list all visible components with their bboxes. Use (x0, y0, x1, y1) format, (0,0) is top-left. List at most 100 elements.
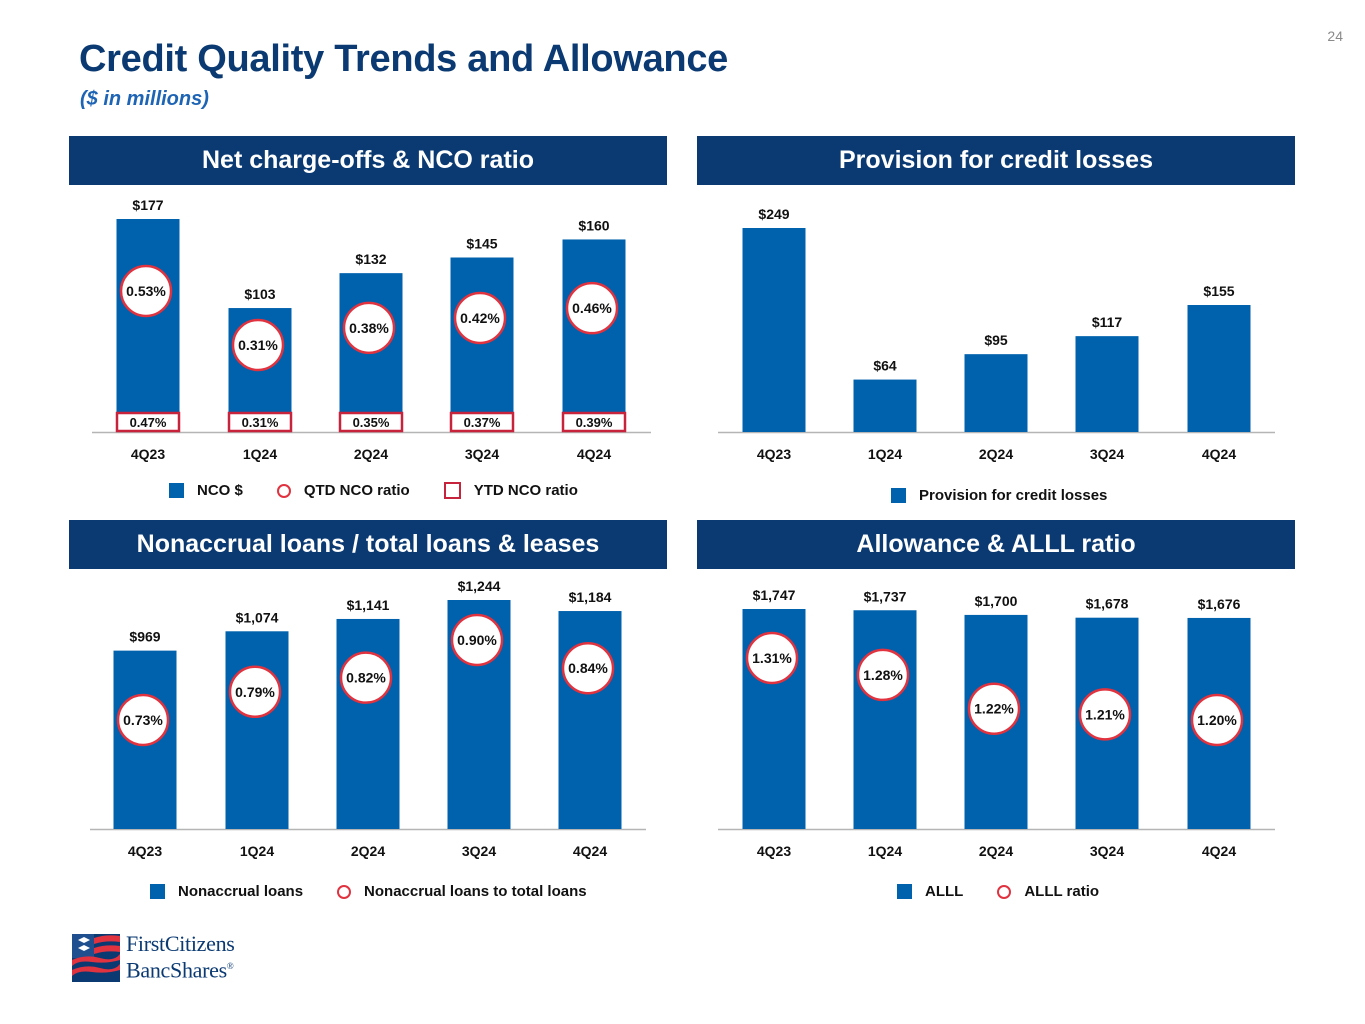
allow-ratio-circle (1078, 688, 1132, 741)
allow-ratio-label: 1.20% (1197, 712, 1237, 728)
prov-category-label: 3Q24 (1090, 446, 1124, 462)
allow-category-label: 1Q24 (868, 843, 902, 859)
nco-bar-value-label: $160 (578, 217, 609, 233)
nco-ytd-label: 0.31% (242, 415, 279, 430)
bar-swatch-icon (169, 483, 184, 498)
nco-ytd-box (338, 411, 404, 433)
nco-bar-4q23 (116, 219, 180, 432)
nonacc-ratio-label: 0.82% (346, 670, 386, 686)
prov-bar-value-label: $249 (758, 206, 789, 222)
logo-line-2: BancShares® (126, 955, 235, 983)
nco-ytd-label: 0.47% (130, 415, 167, 430)
legend-label: ALLL (925, 883, 964, 900)
nco-ytd-box (449, 411, 515, 433)
logo-line-2-text: BancShares (126, 957, 227, 983)
allow-bar-value-label: $1,678 (1086, 596, 1129, 612)
allow-category-label: 3Q24 (1090, 843, 1124, 859)
legend-item-ytd-nco-ratio: YTD NCO ratio (443, 482, 578, 499)
nco-ytd-label: 0.35% (353, 415, 390, 430)
legend-label: Nonaccrual loans (178, 883, 304, 900)
allow-bar-value-label: $1,737 (864, 588, 907, 604)
company-logo: FirstCitizens BancShares® (70, 930, 235, 984)
legend-item-nonaccrual-loans: Nonaccrual loans (150, 883, 303, 900)
nco-panel-header: Net charge-offs & NCO ratio (69, 136, 667, 185)
prov-bar-value-label: $95 (984, 332, 1008, 348)
nonacc-bar-value-label: $1,074 (236, 609, 279, 625)
nco-ytd-label: 0.39% (576, 415, 613, 430)
prov-category-label: 4Q24 (1202, 446, 1236, 462)
nco-ratio-label: 0.46% (572, 300, 612, 316)
allow-ratio-label: 1.22% (974, 701, 1014, 717)
prov-category-label: 4Q23 (757, 446, 791, 462)
nonacc-ratio-label: 0.79% (235, 684, 275, 700)
prov-bar-3q24 (1075, 336, 1139, 432)
prov-bar-value-label: $155 (1203, 283, 1234, 299)
nco-ratio-circle (119, 264, 173, 318)
legend-item-alll: ALLL (897, 883, 963, 900)
allow-bar-value-label: $1,747 (753, 587, 796, 603)
allow-ratio-circle (745, 631, 799, 685)
legend-label: YTD NCO ratio (473, 482, 578, 499)
nco-ratio-label: 0.53% (126, 283, 166, 299)
legend-item-nonaccrual-ratio: Nonaccrual loans to total loans (337, 883, 587, 900)
nco-ratio-circle (453, 291, 507, 345)
nco-category-label: 3Q24 (465, 446, 499, 462)
nonacc-ratio-circle (450, 613, 504, 667)
nonacc-category-label: 2Q24 (351, 843, 385, 859)
allow-bar-1q24 (853, 610, 917, 829)
prov-bar-2q24 (964, 354, 1028, 432)
prov-bar-1q24 (853, 379, 917, 432)
prov-bar-value-label: $117 (1092, 314, 1123, 330)
logo-wordmark: FirstCitizens BancShares® (126, 932, 235, 981)
allow-bar-value-label: $1,676 (1198, 596, 1241, 612)
prov-bar-4q23 (742, 228, 806, 432)
provision-panel-header: Provision for credit losses (697, 136, 1295, 185)
provision-legend: Provision for credit losses (891, 487, 1107, 504)
allow-ratio-label: 1.28% (863, 667, 903, 683)
allow-category-label: 4Q24 (1202, 843, 1236, 859)
nco-legend: NCO $ QTD NCO ratio YTD NCO ratio (169, 482, 578, 499)
prov-bar-value-label: $64 (873, 358, 897, 374)
registered-mark: ® (226, 961, 234, 972)
nco-bar-value-label: $103 (244, 286, 275, 302)
page-subtitle: ($ in millions) (80, 88, 209, 110)
legend-label: QTD NCO ratio (303, 482, 410, 499)
allow-bar-value-label: $1,700 (975, 593, 1018, 609)
nco-category-label: 1Q24 (243, 446, 277, 462)
legend-item-provision: Provision for credit losses (891, 487, 1107, 504)
circle-swatch-icon (276, 483, 291, 498)
allow-ratio-circle (1190, 693, 1244, 747)
nco-ratio-circle (231, 318, 285, 372)
nco-bar-value-label: $132 (355, 251, 386, 267)
bar-swatch-icon (150, 884, 165, 899)
nco-ytd-box (115, 411, 181, 433)
nonacc-category-label: 3Q24 (462, 843, 496, 859)
nco-ratio-circle (342, 301, 396, 355)
page-number: 24 (1327, 28, 1343, 44)
nco-ratio-label: 0.42% (460, 310, 500, 326)
nonacc-bar-value-label: $1,184 (569, 589, 612, 605)
allowance-panel-header: Allowance & ALLL ratio (697, 520, 1295, 569)
page-title: Credit Quality Trends and Allowance (79, 38, 729, 80)
allow-ratio-circle (856, 648, 910, 702)
prov-category-label: 2Q24 (979, 446, 1013, 462)
nonaccrual-legend: Nonaccrual loans Nonaccrual loans to tot… (150, 883, 587, 900)
nonacc-ratio-label: 0.84% (568, 660, 608, 676)
nonacc-ratio-label: 0.73% (123, 712, 163, 728)
logo-line-1: FirstCitizens (126, 931, 235, 957)
box-swatch-icon (443, 482, 461, 499)
circle-swatch-icon (337, 884, 352, 899)
nonacc-bar-2q24 (336, 618, 400, 829)
nco-ytd-box (561, 411, 627, 433)
legend-item-nco-dollars: NCO $ (169, 482, 243, 499)
nco-ratio-circle (565, 281, 619, 335)
nonacc-bar-value-label: $969 (129, 629, 160, 645)
nonacc-ratio-circle (561, 641, 615, 695)
nco-ratio-label: 0.38% (349, 320, 389, 336)
allow-category-label: 2Q24 (979, 843, 1013, 859)
nonaccrual-panel-header: Nonaccrual loans / total loans & leases (69, 520, 667, 569)
nco-ytd-label: 0.37% (464, 415, 501, 430)
nco-category-label: 2Q24 (354, 446, 388, 462)
nonacc-ratio-circle (339, 651, 393, 704)
